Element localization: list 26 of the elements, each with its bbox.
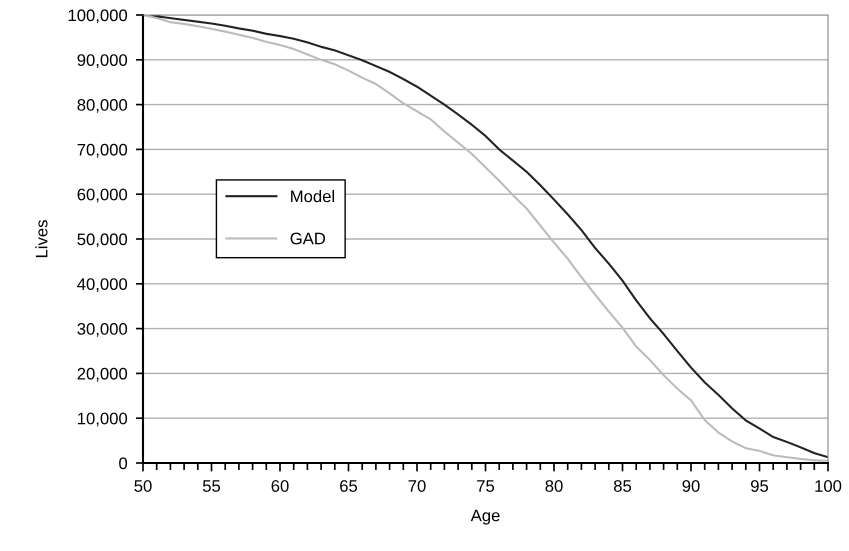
x-tick-label: 60 xyxy=(272,480,289,492)
y-tick-label: 20,000 xyxy=(78,368,128,382)
x-tick-label: 55 xyxy=(202,480,220,492)
y-tick-label: 70,000 xyxy=(78,144,128,158)
x-tick-label: 85 xyxy=(614,480,632,492)
y-tick-label: 10,000 xyxy=(78,412,128,426)
x-tick-label: 95 xyxy=(751,480,768,492)
x-axis-title: Age xyxy=(470,510,500,525)
x-tick-label: 75 xyxy=(477,480,494,492)
x-tick-label: 65 xyxy=(340,480,358,492)
x-tick-label: 90 xyxy=(682,480,700,492)
y-tick-label: 80,000 xyxy=(77,99,128,113)
y-axis-title: Lives xyxy=(35,220,48,258)
x-tick-label: 80 xyxy=(545,480,563,492)
y-tick-label: 60,000 xyxy=(78,188,128,202)
y-tick-label: 40,000 xyxy=(77,278,128,292)
x-tick-label: 70 xyxy=(408,480,426,492)
y-tick-label: 30,000 xyxy=(77,323,128,337)
y-tick-label: 50,000 xyxy=(77,233,128,248)
y-tick-label: 0 xyxy=(119,457,128,470)
legend-label: GAD xyxy=(290,232,326,244)
x-tick-label: 50 xyxy=(134,480,152,492)
y-tick-label: 90,000 xyxy=(78,54,128,68)
legend-label: Model xyxy=(291,190,334,202)
y-tick-label: 100,000 xyxy=(68,9,128,24)
x-tick-label: 100 xyxy=(815,480,842,492)
